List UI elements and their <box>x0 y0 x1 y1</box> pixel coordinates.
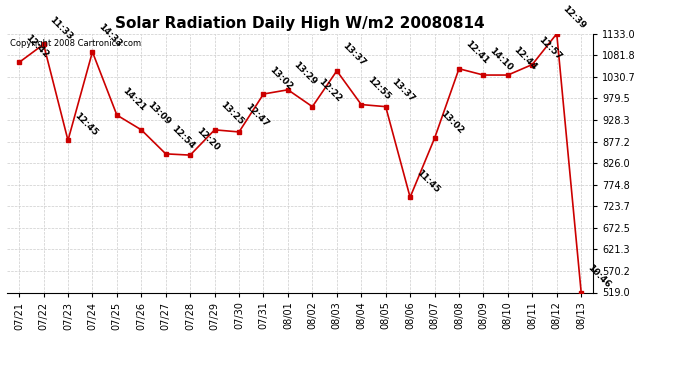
Text: 14:21: 14:21 <box>121 86 148 112</box>
Text: Copyright 2008 Cartronics.com: Copyright 2008 Cartronics.com <box>10 39 141 48</box>
Text: 12:22: 12:22 <box>317 77 343 104</box>
Text: 12:41: 12:41 <box>463 39 490 66</box>
Text: 13:37: 13:37 <box>341 41 368 68</box>
Text: 13:25: 13:25 <box>219 100 246 127</box>
Text: 12:20: 12:20 <box>195 126 221 152</box>
Text: 12:47: 12:47 <box>243 102 270 129</box>
Text: 13:29: 13:29 <box>292 60 319 87</box>
Text: 12:44: 12:44 <box>512 45 539 72</box>
Title: Solar Radiation Daily High W/m2 20080814: Solar Radiation Daily High W/m2 20080814 <box>115 16 485 31</box>
Text: 12:45: 12:45 <box>72 111 99 138</box>
Text: 10:46: 10:46 <box>585 263 612 290</box>
Text: 11:33: 11:33 <box>48 15 75 42</box>
Text: 13:37: 13:37 <box>390 77 417 104</box>
Text: 13:02: 13:02 <box>439 109 465 135</box>
Text: 12:54: 12:54 <box>170 124 197 151</box>
Text: 11:45: 11:45 <box>414 168 441 195</box>
Text: 12:55: 12:55 <box>366 75 392 102</box>
Text: 14:10: 14:10 <box>488 46 514 72</box>
Text: 12:39: 12:39 <box>561 4 588 31</box>
Text: 12:57: 12:57 <box>536 35 563 62</box>
Text: 14:33: 14:33 <box>97 22 124 49</box>
Text: 12:42: 12:42 <box>23 33 50 60</box>
Text: 13:09: 13:09 <box>146 100 172 127</box>
Text: 13:02: 13:02 <box>268 65 294 91</box>
